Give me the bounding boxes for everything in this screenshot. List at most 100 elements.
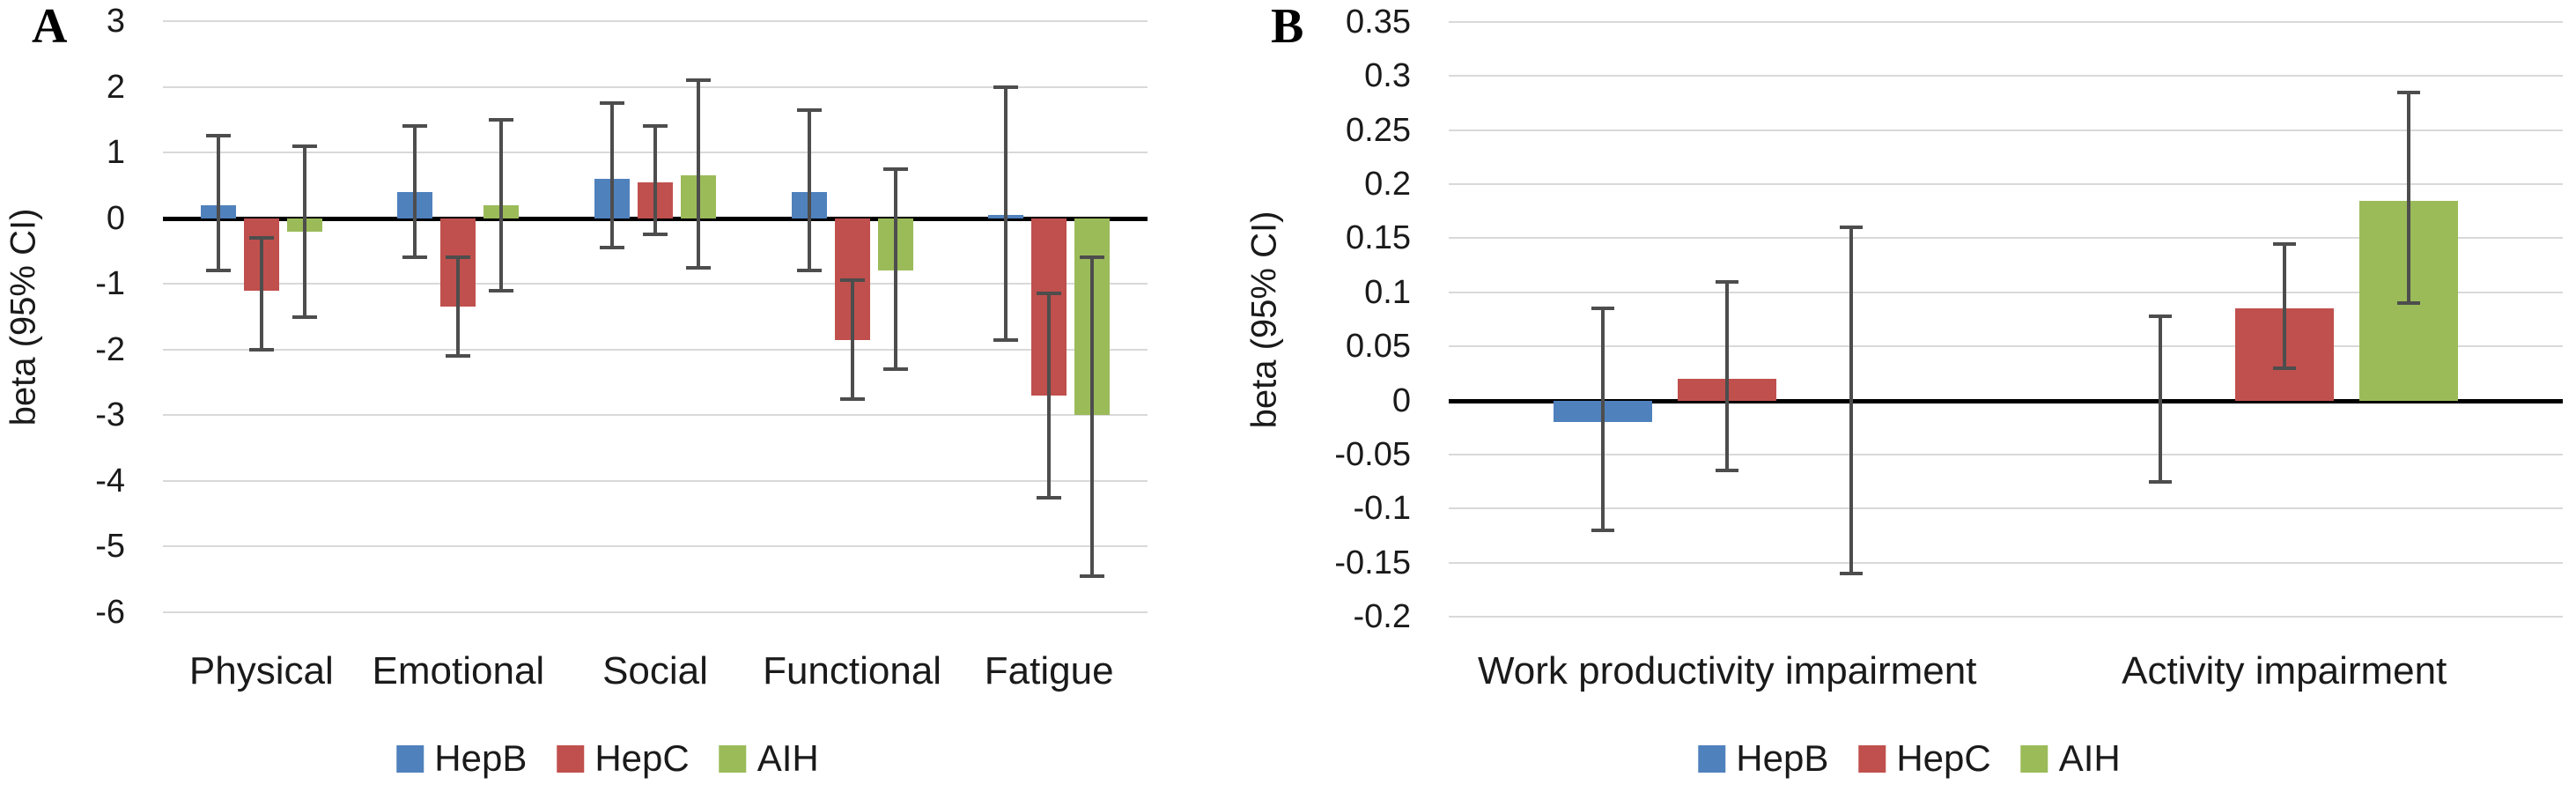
y-tick-label: -4 (95, 462, 125, 500)
error-bar-cap (248, 236, 274, 241)
x-category-label: Social (602, 649, 708, 692)
legend-item-hepb: HepB (396, 738, 527, 779)
error-bar-cap (643, 124, 668, 129)
error-bar-cap (993, 337, 1019, 342)
error-bar-line (216, 136, 220, 271)
error-bar-cap (205, 134, 231, 138)
legend-item-hepc: HepC (1858, 737, 1991, 779)
legend-swatch-aih (719, 744, 747, 773)
panel-b: 0.35 0.3 0.25 0.2 0.15 0.1 0.05 0 -0.05 -0.1 -0.15… (1244, 0, 2576, 792)
error-bar-cap (600, 101, 624, 106)
x-category-label: Emotional (372, 649, 545, 692)
error-bar-cap (446, 354, 471, 359)
error-bar-cap (1840, 571, 1864, 575)
gridline (1449, 237, 2563, 240)
error-bar-cap (2396, 301, 2420, 306)
x-category-label: Functional (763, 649, 942, 692)
gridline (1449, 291, 2563, 293)
error-bar-cap (489, 288, 514, 292)
y-tick-label: -2 (95, 330, 125, 368)
error-bar-line (610, 103, 614, 248)
gridline (1449, 345, 2563, 348)
gridline (163, 545, 1148, 548)
error-bar-cap (882, 367, 908, 372)
error-bar-cap (643, 233, 668, 237)
gridline (1449, 616, 2563, 618)
error-bar-cap (402, 124, 428, 129)
legend-swatch-hepc (557, 744, 585, 773)
error-bar-cap (796, 269, 822, 273)
y-tick-label: -0.2 (1353, 598, 1411, 635)
y-tick-label: -0.05 (1334, 435, 1411, 473)
y-tick-label: -0.15 (1334, 544, 1411, 581)
error-bar-line (413, 126, 417, 258)
error-bar-line (2282, 243, 2286, 368)
gridline (1449, 507, 2563, 510)
error-bar-line (259, 238, 263, 350)
error-bar-cap (1591, 528, 1615, 532)
error-bar-line (1047, 293, 1052, 498)
error-bar-cap (686, 265, 711, 270)
legend-label-aih: AIH (2058, 737, 2121, 779)
gridline (163, 283, 1148, 285)
error-bar-cap (2272, 366, 2296, 370)
error-bar-line (499, 119, 504, 291)
gridline (163, 611, 1148, 613)
error-bar-cap (839, 278, 865, 283)
y-tick-label: 0.1 (1364, 273, 1411, 311)
error-bar-cap (2148, 314, 2172, 318)
y-tick-label: 0.35 (1346, 4, 1411, 41)
error-bar-cap (489, 117, 514, 122)
legend-item-hepb: HepB (1698, 738, 1828, 779)
y-tick-label: 0 (1391, 381, 1411, 419)
error-bar-cap (446, 255, 471, 260)
legend-label-hepb: HepB (1736, 737, 1829, 779)
y-tick-label: -5 (95, 528, 125, 566)
error-bar-cap (1080, 255, 1105, 260)
error-bar-line (653, 126, 657, 235)
error-bar-cap (402, 255, 428, 260)
x-category-label: Activity impairment (2122, 649, 2447, 692)
y-tick-label: -3 (95, 396, 125, 434)
error-bar-cap (686, 78, 711, 83)
gridline (1449, 453, 2563, 455)
gridline (163, 20, 1148, 22)
x-category-label: Work productivity impairment (1478, 649, 1977, 692)
error-bar-cap (796, 107, 822, 112)
y-tick-label: 0.15 (1346, 219, 1411, 257)
gridline (1449, 21, 2563, 23)
error-bar-cap (1716, 279, 1739, 284)
gridline (1449, 183, 2563, 186)
gridline (163, 479, 1148, 482)
error-bar-cap (292, 315, 317, 319)
legend-item-hepc: HepC (557, 738, 690, 779)
error-bar-cap (2396, 90, 2420, 94)
error-bar-cap (1716, 469, 1739, 473)
gridline (163, 414, 1148, 417)
gridline (163, 85, 1148, 88)
y-tick-label: 0.25 (1346, 111, 1411, 149)
error-bar-line (1849, 227, 1854, 574)
error-bar-line (2158, 315, 2162, 482)
legend: HepB HepC AIH (1683, 738, 2135, 779)
error-bar-cap (993, 85, 1019, 89)
legend-swatch-aih (2020, 744, 2048, 773)
legend-label-hepc: HepC (1896, 737, 1991, 779)
error-bar-cap (882, 167, 908, 171)
error-bar-cap (2148, 479, 2172, 484)
y-tick-label: 2 (106, 68, 125, 106)
y-tick-label: 0.2 (1364, 166, 1411, 204)
y-tick-label: 1 (106, 134, 125, 172)
error-bar-line (2406, 92, 2410, 304)
legend-swatch-hepb (1698, 744, 1726, 773)
legend-label-hepb: HepB (434, 737, 528, 779)
legend-item-aih: AIH (2020, 737, 2121, 779)
panel-label: B (1271, 0, 1304, 54)
error-bar-line (893, 168, 897, 370)
error-bar-line (697, 80, 700, 268)
x-category-label: Physical (188, 649, 334, 692)
gridline (1449, 561, 2563, 564)
error-bar-cap (600, 246, 624, 250)
y-tick-label: -1 (95, 265, 125, 303)
